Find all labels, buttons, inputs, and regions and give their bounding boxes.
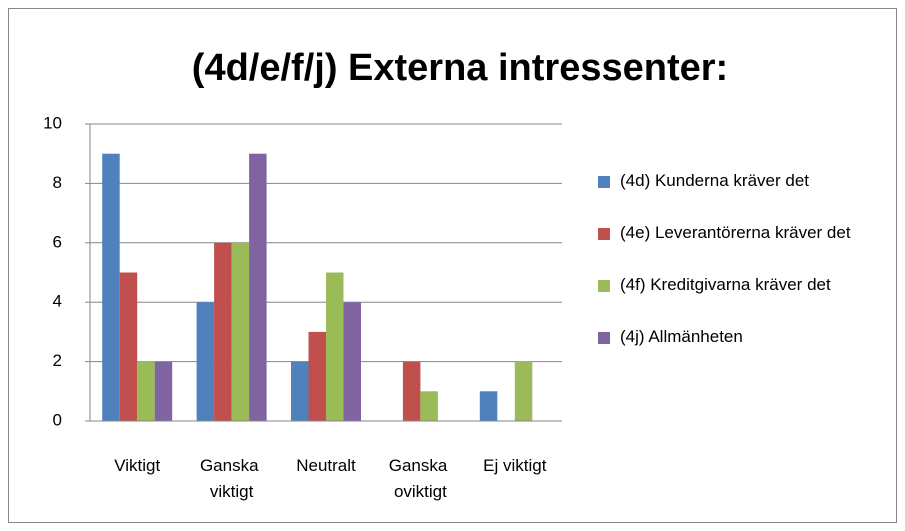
bar [326, 272, 344, 421]
x-tick-label: Viktigt [114, 456, 160, 475]
bar [420, 391, 438, 421]
chart-title: (4d/e/f/j) Externa intressenter: [192, 47, 728, 89]
x-tick-label: Ganska oviktigt [389, 456, 452, 501]
bar [479, 391, 498, 421]
legend-label: (4e) Leverantörerna kräver det [620, 223, 851, 242]
bar [137, 361, 155, 421]
legend-swatch [598, 280, 610, 292]
bar [291, 361, 309, 421]
bar [343, 302, 361, 421]
bar [119, 272, 138, 421]
bar [102, 153, 120, 421]
legend-swatch [598, 176, 610, 188]
bar [514, 361, 533, 421]
x-tick-label: Ej viktigt [483, 456, 547, 475]
y-tick-label: 4 [53, 292, 62, 311]
y-tick-label: 8 [53, 173, 62, 192]
legend-label: (4j) Allmänheten [620, 327, 743, 346]
legend-label: (4d) Kunderna kräver det [620, 171, 809, 190]
y-tick-label: 10 [43, 113, 62, 132]
bar [402, 361, 421, 421]
legend-swatch [598, 228, 610, 240]
bar [154, 361, 173, 421]
y-tick-label: 0 [53, 410, 62, 429]
legend-label: (4f) Kreditgivarna kräver det [620, 275, 831, 294]
x-tick-label: Ganska viktigt [200, 456, 263, 501]
legend-swatch [598, 332, 610, 344]
bar [249, 153, 267, 421]
chart-border [8, 8, 897, 523]
x-tick-label: Neutralt [296, 456, 356, 475]
y-tick-label: 2 [53, 351, 62, 370]
y-tick-label: 6 [53, 232, 62, 251]
bar [231, 242, 250, 421]
bar [308, 331, 326, 421]
bar [196, 302, 215, 421]
bar [214, 242, 232, 421]
